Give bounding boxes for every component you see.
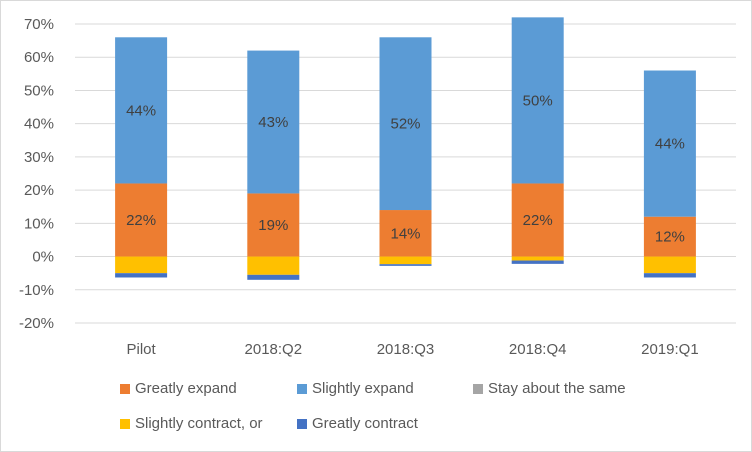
y-tick-label: 60% — [24, 49, 54, 66]
y-tick-label: -20% — [19, 315, 54, 332]
legend-label: Greatly contract — [312, 415, 418, 432]
bar-segment-slightly-expand — [247, 50, 300, 194]
y-tick-label: 10% — [24, 215, 54, 232]
x-axis: Pilot 2018:Q2 2018:Q3 2018:Q4 2019:Q1 — [127, 341, 699, 358]
data-label: 19% — [258, 217, 288, 234]
data-label: 12% — [655, 229, 685, 246]
bar-segment-slightly-expand — [511, 17, 564, 184]
legend-swatch — [473, 383, 483, 394]
legend-swatch — [297, 418, 307, 429]
y-tick-label: 50% — [24, 82, 54, 99]
legend-label: Stay about the same — [488, 380, 626, 397]
bar-segment-slightly-expand — [379, 37, 432, 211]
data-label: 22% — [523, 212, 553, 229]
legend-label: Slightly expand — [312, 380, 414, 397]
bar-segment-greatly-contract — [511, 260, 564, 264]
bar-segment-greatly-contract — [247, 274, 300, 280]
legend-label: Greatly expand — [135, 380, 237, 397]
bar-segment-greatly-expand — [115, 183, 168, 257]
gridlines — [75, 23, 736, 324]
bar-segment-greatly-expand — [643, 216, 696, 257]
data-label: 50% — [523, 92, 553, 109]
y-tick-label: -10% — [19, 282, 54, 299]
bar-segment-greatly-expand — [379, 210, 432, 257]
legend: Greatly expand Slightly expand Stay abou… — [0, 372, 752, 442]
bar-segment-greatly-contract — [643, 273, 696, 278]
x-tick-label: 2019:Q1 — [641, 341, 699, 358]
y-tick-label: 30% — [24, 149, 54, 166]
bars: 22% 44% 19% 43% 14% 52% 22% 50% 12% 44% — [115, 17, 696, 280]
bar-segment-slightly-expand — [115, 37, 168, 184]
legend-item-greatly-expand: Greatly expand — [120, 380, 237, 397]
bar-segment-slightly-contract-or — [247, 256, 300, 275]
bar-segment-slightly-contract-or — [115, 256, 168, 274]
legend-swatch — [297, 383, 307, 394]
legend-item-stay-about-the-same: Stay about the same — [473, 380, 626, 397]
data-label: 14% — [390, 225, 420, 242]
bar-segment-greatly-expand — [511, 183, 564, 257]
stacked-bar-chart: 70% 60% 50% 40% 30% 20% 10% 0% -10% -20% 22% 44% 19… — [19, 16, 736, 358]
x-tick-label: Pilot — [127, 341, 157, 358]
x-tick-label: 2018:Q2 — [245, 341, 303, 358]
bar-segment-greatly-expand — [247, 193, 300, 257]
legend-item-greatly-contract: Greatly contract — [297, 415, 418, 432]
data-label: 43% — [258, 114, 288, 131]
bar-segment-slightly-contract-or — [511, 256, 564, 261]
y-tick-label: 20% — [24, 182, 54, 199]
y-tick-label: 70% — [24, 16, 54, 33]
y-tick-label: 0% — [32, 249, 54, 266]
legend-swatch — [120, 383, 130, 394]
y-tick-label: 40% — [24, 116, 54, 133]
bar-segment-greatly-contract — [115, 273, 168, 278]
data-label: 44% — [655, 136, 685, 153]
y-axis: 70% 60% 50% 40% 30% 20% 10% 0% -10% -20% — [19, 16, 54, 332]
bar-segment-slightly-expand — [643, 70, 696, 217]
x-tick-label: 2018:Q3 — [377, 341, 435, 358]
bar-segment-slightly-contract-or — [643, 256, 696, 274]
bar-segment-slightly-contract-or — [379, 256, 432, 265]
data-label: 52% — [390, 116, 420, 133]
bar-segment-greatly-contract — [379, 264, 432, 266]
data-label: 22% — [126, 212, 156, 229]
x-tick-label: 2018:Q4 — [509, 341, 567, 358]
legend-item-slightly-contract: Slightly contract, or — [120, 415, 263, 432]
data-label: 44% — [126, 102, 156, 119]
legend-label: Slightly contract, or — [135, 415, 263, 432]
legend-swatch — [120, 418, 130, 429]
legend-item-slightly-expand: Slightly expand — [297, 380, 414, 397]
